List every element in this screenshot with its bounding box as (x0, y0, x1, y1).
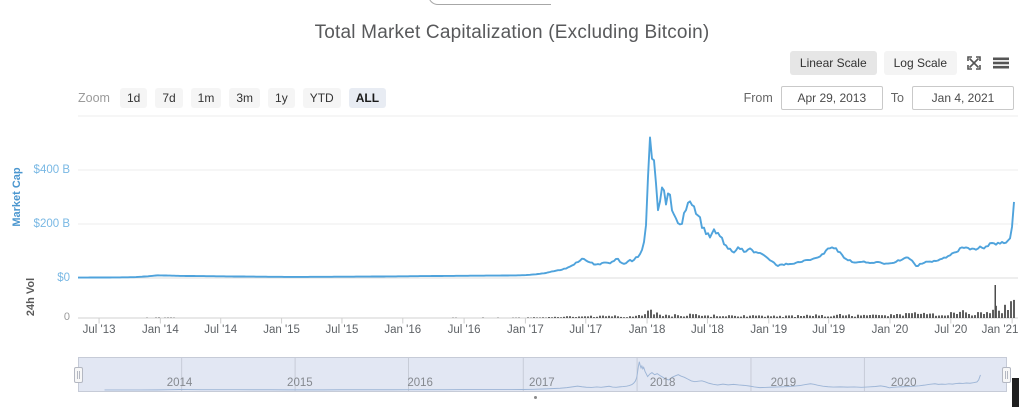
x-axis-label: Jul '19 (812, 324, 846, 336)
x-axis-label: Jan '20 (871, 324, 909, 336)
bottom-right-scrollbar (1012, 378, 1019, 407)
date-range-group: From To (744, 86, 1014, 110)
zoom-button-1m[interactable]: 1m (190, 88, 222, 108)
navigator-year-label: 2020 (890, 377, 917, 389)
x-axis-label: Jan '19 (750, 324, 788, 336)
x-axis-label: Jul '20 (934, 324, 968, 336)
x-axis-label: Jan '16 (384, 324, 422, 336)
chart-toolbar: Zoom 1d 7d 1m 3m 1y YTD ALL From To (78, 86, 1014, 110)
to-date-input[interactable] (912, 86, 1014, 110)
menu-icon[interactable] (991, 53, 1011, 73)
x-axis-label: Jul '16 (447, 324, 481, 336)
navigator-left-handle[interactable] (74, 367, 83, 383)
volume-bars (146, 285, 1015, 318)
zoom-button-all[interactable]: ALL (348, 88, 387, 108)
navigator-year-label: 2018 (649, 377, 676, 389)
from-label: From (743, 91, 773, 105)
from-date-input[interactable] (780, 86, 883, 110)
fullscreen-icon[interactable] (964, 53, 984, 73)
y-axis-label: $400 B (33, 164, 70, 176)
bottom-dot-artifact (534, 396, 537, 399)
zoom-button-ytd[interactable]: YTD (302, 88, 341, 108)
market-cap-axis-title: Market Cap (11, 167, 23, 227)
x-axis-label: Jan '15 (263, 324, 300, 336)
log-scale-button[interactable]: Log Scale (883, 51, 957, 75)
zoom-button-7d[interactable]: 7d (155, 88, 183, 108)
to-label: To (890, 91, 904, 105)
x-axis-label: Jul '17 (569, 324, 603, 336)
navigator-year-label: 2016 (407, 377, 433, 389)
navigator-year-label: 2019 (770, 377, 797, 389)
navigator-right-handle[interactable] (1002, 367, 1011, 383)
x-axis-label: Jul '18 (691, 324, 724, 336)
linear-scale-button[interactable]: Linear Scale (789, 51, 877, 75)
zoom-button-1y[interactable]: 1y (268, 88, 295, 108)
x-axis-label: Jan '18 (628, 324, 666, 336)
x-axis-label: Jan '14 (141, 324, 179, 336)
zoom-button-group: Zoom 1d 7d 1m 3m 1y YTD ALL (78, 88, 387, 108)
y-axis-label: $200 B (33, 218, 70, 230)
x-axis-label: Jul '15 (325, 324, 359, 336)
navigator-year-label: 2015 (287, 377, 313, 389)
zoom-button-3m[interactable]: 3m (229, 88, 261, 108)
navigator-year-label: 2017 (529, 377, 555, 389)
scale-toolbar: Linear Scale Log Scale (789, 51, 1011, 75)
navigator-series (104, 358, 981, 391)
market-cap-line (78, 136, 1015, 279)
page-title: Total Market Capitalization (Excluding B… (314, 22, 710, 43)
zoom-button-1d[interactable]: 1d (119, 88, 148, 108)
navigator[interactable]: 2014 2015 2016 2017 2018 2019 2020 (74, 357, 1011, 392)
zoom-label: Zoom (78, 91, 110, 105)
navigator-year-label: 2014 (166, 377, 193, 389)
x-axis-label: Jul '14 (204, 324, 238, 336)
y-axis-label: $0 (57, 272, 70, 284)
volume-zero-label: 0 (63, 311, 70, 323)
x-axis-label: Jan '21 (981, 324, 1019, 336)
x-axis-label: Jan '17 (507, 324, 544, 336)
x-axis-label: Jul '13 (82, 324, 116, 336)
